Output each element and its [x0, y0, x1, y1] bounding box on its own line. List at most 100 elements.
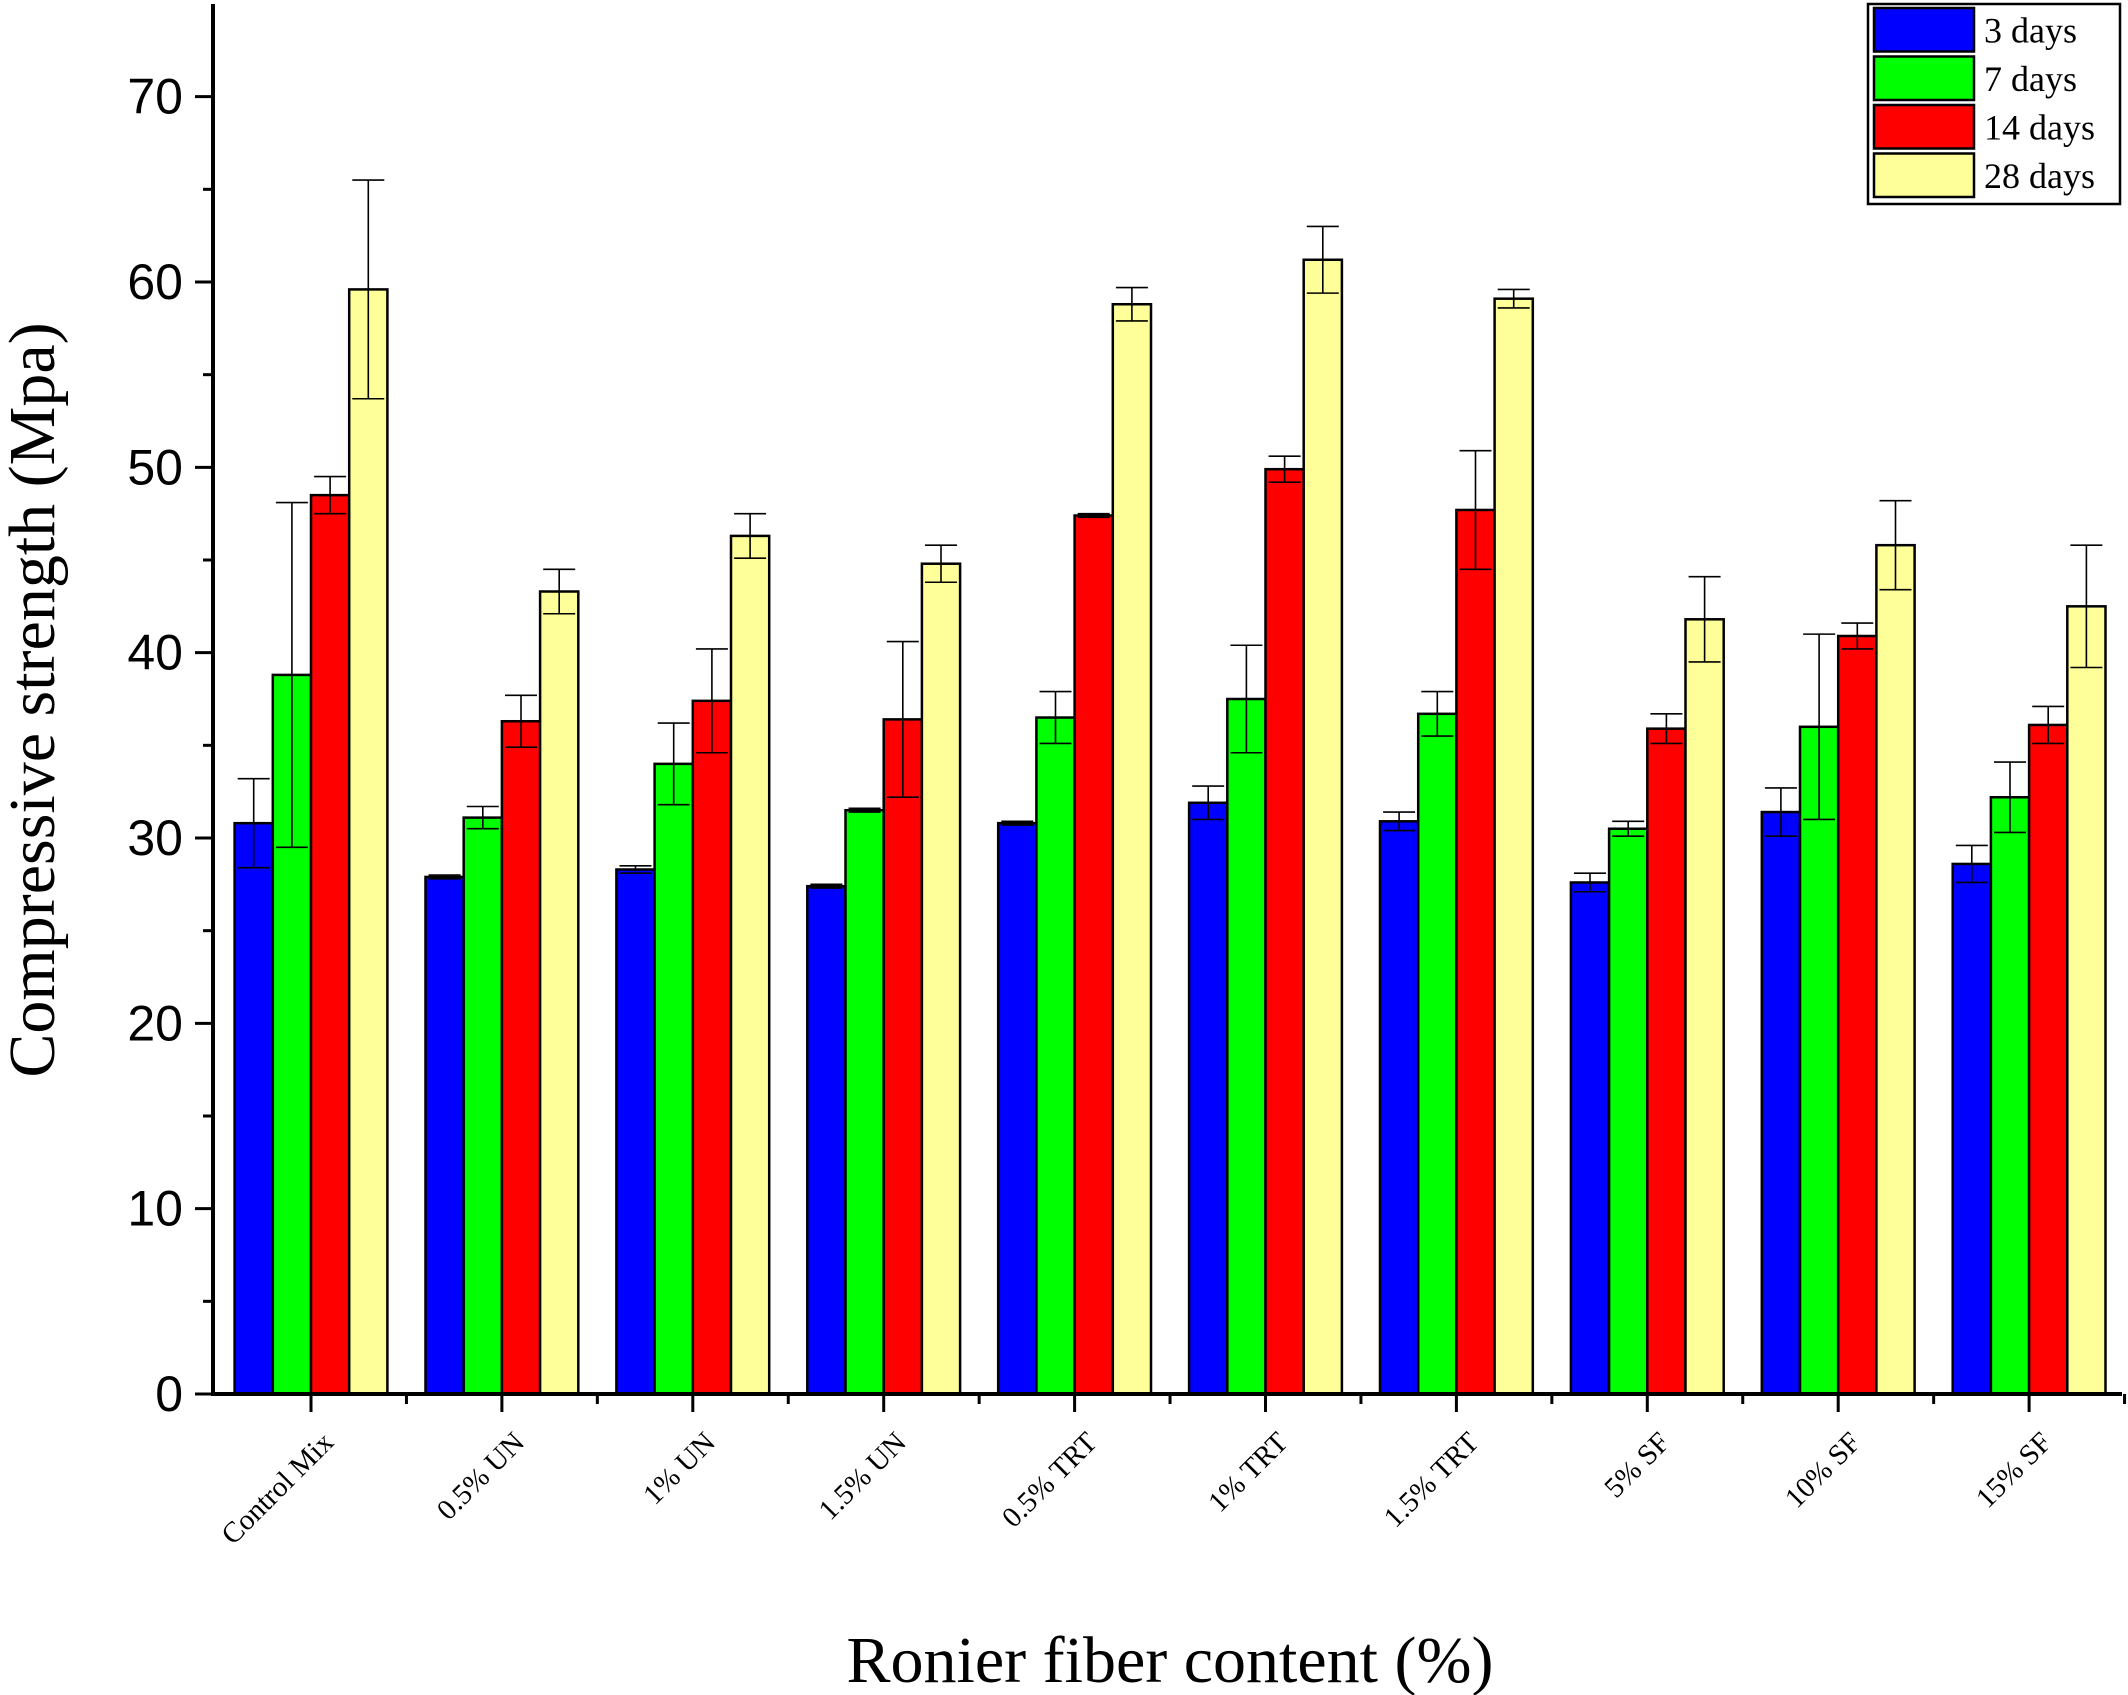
bar-3-days-6: [1378, 820, 1420, 1396]
x-tick-label: 1.5% TRT: [1378, 1426, 1486, 1534]
legend-item: 3 days: [1872, 6, 2077, 53]
error-bar-7-days-3: [848, 807, 881, 813]
y-tick-label: 30: [127, 810, 183, 866]
error-bar-14-days-2: [695, 648, 728, 754]
bar-7-days-1: [462, 816, 504, 1396]
bar-28-days-7: [1684, 618, 1725, 1396]
x-tick-label: 0.5% UN: [431, 1426, 531, 1526]
bar-14-days-3: [882, 718, 924, 1396]
error-bar-28-days-4: [1115, 286, 1148, 322]
legend-label: 3 days: [1984, 11, 2077, 51]
y-tick-label: 60: [127, 254, 183, 310]
legend-item: 28 days: [1872, 152, 2095, 199]
bar-7-days-3: [844, 808, 885, 1396]
error-bar-3-days-1: [428, 874, 461, 880]
bar-3-days-0: [233, 821, 275, 1396]
error-bar-3-days-5: [1192, 785, 1225, 821]
axes-layer: [211, 4, 2122, 1396]
error-bar-3-days-3: [810, 883, 843, 889]
bar-14-days-7: [1646, 727, 1687, 1396]
legend-swatch: [1872, 55, 1976, 102]
bar-3-days-5: [1187, 801, 1229, 1396]
error-bar-7-days-8: [1803, 633, 1836, 821]
error-bar-28-days-5: [1306, 225, 1339, 294]
error-bar-7-days-2: [657, 722, 690, 806]
legend-swatch: [1872, 152, 1976, 199]
legend-item: 14 days: [1872, 103, 2095, 150]
x-axis-title: Ronier fiber content (%): [847, 1624, 1494, 1695]
error-bar-7-days-5: [1230, 644, 1263, 754]
error-bar-14-days-1: [505, 694, 537, 748]
error-bar-7-days-1: [466, 805, 499, 830]
legend-label: 7 days: [1984, 59, 2077, 99]
bar-7-days-8: [1798, 725, 1840, 1396]
error-bar-3-days-6: [1383, 811, 1416, 832]
x-tick-label: 0.5% TRT: [996, 1426, 1104, 1534]
bar-14-days-0: [309, 493, 351, 1396]
error-bar-28-days-2: [734, 512, 767, 559]
bar-14-days-8: [1836, 634, 1878, 1396]
y-tick-label: 50: [127, 439, 183, 495]
bar-14-days-4: [1073, 514, 1115, 1396]
bar-28-days-4: [1111, 302, 1153, 1396]
error-bar-14-days-6: [1459, 449, 1492, 571]
error-bar-28-days-9: [2070, 544, 2103, 669]
x-tick-label: 15% SF: [1970, 1426, 2058, 1514]
x-tick-label: 1% UN: [637, 1426, 722, 1511]
bar-7-days-2: [653, 762, 695, 1396]
bar-14-days-5: [1264, 467, 1305, 1396]
bar-3-days-2: [615, 868, 656, 1396]
bar-28-days-9: [2066, 605, 2107, 1396]
y-tick-label: 70: [127, 69, 183, 125]
y-axis-title: Compressive strength (Mpa): [0, 322, 69, 1077]
error-bars-layer: [237, 179, 2103, 893]
bars-layer: [233, 258, 2107, 1396]
bar-7-days-4: [1035, 716, 1076, 1396]
y-tick-label: 20: [127, 995, 183, 1051]
error-bar-3-days-7: [1574, 872, 1606, 893]
error-bar-28-days-7: [1688, 575, 1721, 663]
bar-14-days-2: [691, 699, 733, 1396]
error-bar-28-days-6: [1497, 288, 1530, 309]
bar-14-days-6: [1455, 508, 1496, 1396]
bar-28-days-8: [1875, 543, 1916, 1396]
x-tick-label: Control Mix: [215, 1426, 340, 1551]
y-tick-label: 40: [127, 625, 183, 681]
error-bar-14-days-5: [1268, 455, 1301, 483]
x-tick-label: 10% SF: [1779, 1426, 1867, 1514]
error-bar-3-days-9: [1955, 844, 1988, 884]
error-bar-3-days-8: [1764, 787, 1797, 837]
bar-7-days-9: [1989, 795, 2031, 1396]
legend-swatch: [1872, 103, 1976, 150]
error-bar-7-days-6: [1421, 690, 1454, 737]
bar-28-days-2: [729, 534, 771, 1396]
bar-7-days-6: [1416, 712, 1458, 1396]
x-tick-label: 1.5% UN: [813, 1426, 913, 1526]
x-tick-label: 5% SF: [1598, 1426, 1676, 1504]
bar-3-days-7: [1569, 881, 1611, 1396]
legend-label: 14 days: [1984, 108, 2095, 148]
x-tick-label: 1% TRT: [1202, 1426, 1294, 1518]
bar-3-days-4: [996, 821, 1038, 1396]
bar-28-days-0: [347, 288, 389, 1396]
bar-14-days-1: [500, 719, 542, 1396]
error-bar-14-days-7: [1650, 713, 1683, 745]
bar-7-days-5: [1226, 697, 1267, 1396]
bar-3-days-1: [424, 875, 465, 1396]
bar-7-days-7: [1607, 827, 1649, 1396]
error-bar-14-days-8: [1841, 622, 1874, 650]
error-bar-28-days-8: [1879, 499, 1912, 591]
error-bar-28-days-0: [352, 179, 385, 400]
error-bar-7-days-4: [1039, 690, 1072, 745]
legend-swatch: [1872, 6, 1976, 53]
bar-28-days-3: [920, 562, 962, 1396]
y-tick-label: 10: [127, 1181, 183, 1237]
legend-item: 7 days: [1872, 55, 2077, 102]
error-bar-14-days-9: [2032, 705, 2065, 745]
error-bar-3-days-4: [1001, 820, 1034, 826]
bar-3-days-9: [1951, 862, 1993, 1396]
error-bar-7-days-9: [1994, 761, 2026, 834]
bar-14-days-9: [2027, 723, 2069, 1396]
error-bar-7-days-7: [1612, 820, 1645, 837]
